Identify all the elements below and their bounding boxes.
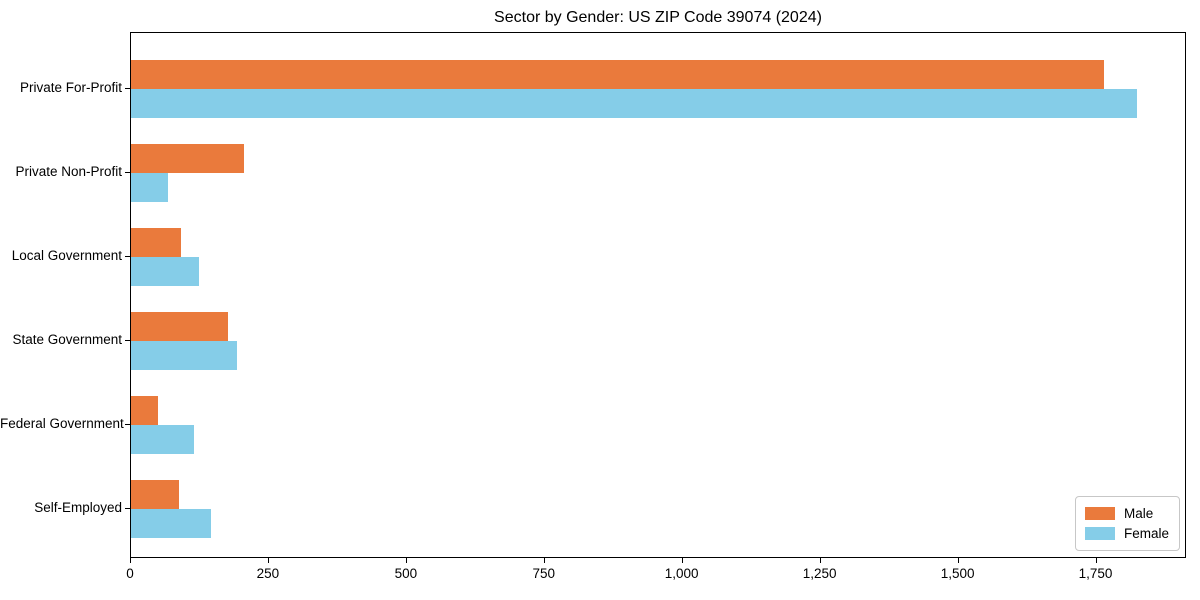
legend-entry-male: Male: [1084, 503, 1169, 523]
bar-male-local-government: [131, 228, 182, 257]
y-tick-mark: [125, 88, 130, 89]
x-tick-mark: [543, 558, 545, 563]
male-series-swatch: [1084, 506, 1115, 520]
x-tick-mark: [957, 558, 959, 563]
x-tick-label: 1,500: [940, 566, 975, 581]
x-tick-mark: [267, 558, 269, 563]
bar-male-private-non-profit: [131, 144, 245, 173]
y-tick-mark: [125, 340, 130, 341]
bar-female-state-government: [131, 341, 237, 370]
x-tick-mark: [819, 558, 821, 563]
female-series-swatch: [1084, 526, 1115, 540]
y-tick-mark: [125, 508, 130, 509]
bar-male-private-for-profit: [131, 60, 1105, 89]
y-tick-mark: [125, 424, 130, 425]
y-tick-mark: [125, 172, 130, 173]
legend-label-female: Female: [1123, 525, 1169, 541]
bar-male-federal-government: [131, 396, 158, 425]
bar-female-self-employed: [131, 509, 211, 538]
y-tick-label: Private Non-Profit: [15, 164, 122, 179]
x-tick-mark: [130, 558, 131, 563]
y-tick-label: State Government: [12, 332, 122, 347]
y-tick-label: Private For-Profit: [19, 80, 122, 95]
bar-male-state-government: [131, 312, 229, 341]
y-tick-label: Self-Employed: [34, 500, 122, 515]
bar-female-federal-government: [131, 425, 194, 454]
bar-female-local-government: [131, 257, 199, 286]
x-tick-label: 0: [126, 566, 134, 581]
x-tick-mark: [405, 558, 407, 563]
legend: Male Female: [1074, 496, 1180, 551]
y-tick-label: Local Government: [11, 248, 122, 263]
bars-layer: [131, 33, 1185, 557]
y-tick-label: Federal Government: [0, 416, 124, 431]
x-tick-mark: [681, 558, 683, 563]
plot-area: Male Female: [130, 32, 1186, 558]
x-tick-label: 750: [532, 566, 556, 581]
bar-female-private-for-profit: [131, 89, 1137, 118]
bar-female-private-non-profit: [131, 173, 168, 202]
x-tick-label: 1,000: [664, 566, 699, 581]
legend-label-male: Male: [1123, 505, 1154, 521]
legend-entry-female: Female: [1084, 523, 1169, 543]
y-tick-mark: [125, 256, 130, 257]
x-tick-label: 250: [256, 566, 280, 581]
x-tick-label: 1,750: [1078, 566, 1113, 581]
x-tick-mark: [1095, 558, 1097, 563]
bar-male-self-employed: [131, 480, 179, 509]
x-tick-label: 500: [394, 566, 418, 581]
chart-title: Sector by Gender: US ZIP Code 39074 (202…: [494, 9, 822, 26]
x-tick-label: 1,250: [802, 566, 837, 581]
